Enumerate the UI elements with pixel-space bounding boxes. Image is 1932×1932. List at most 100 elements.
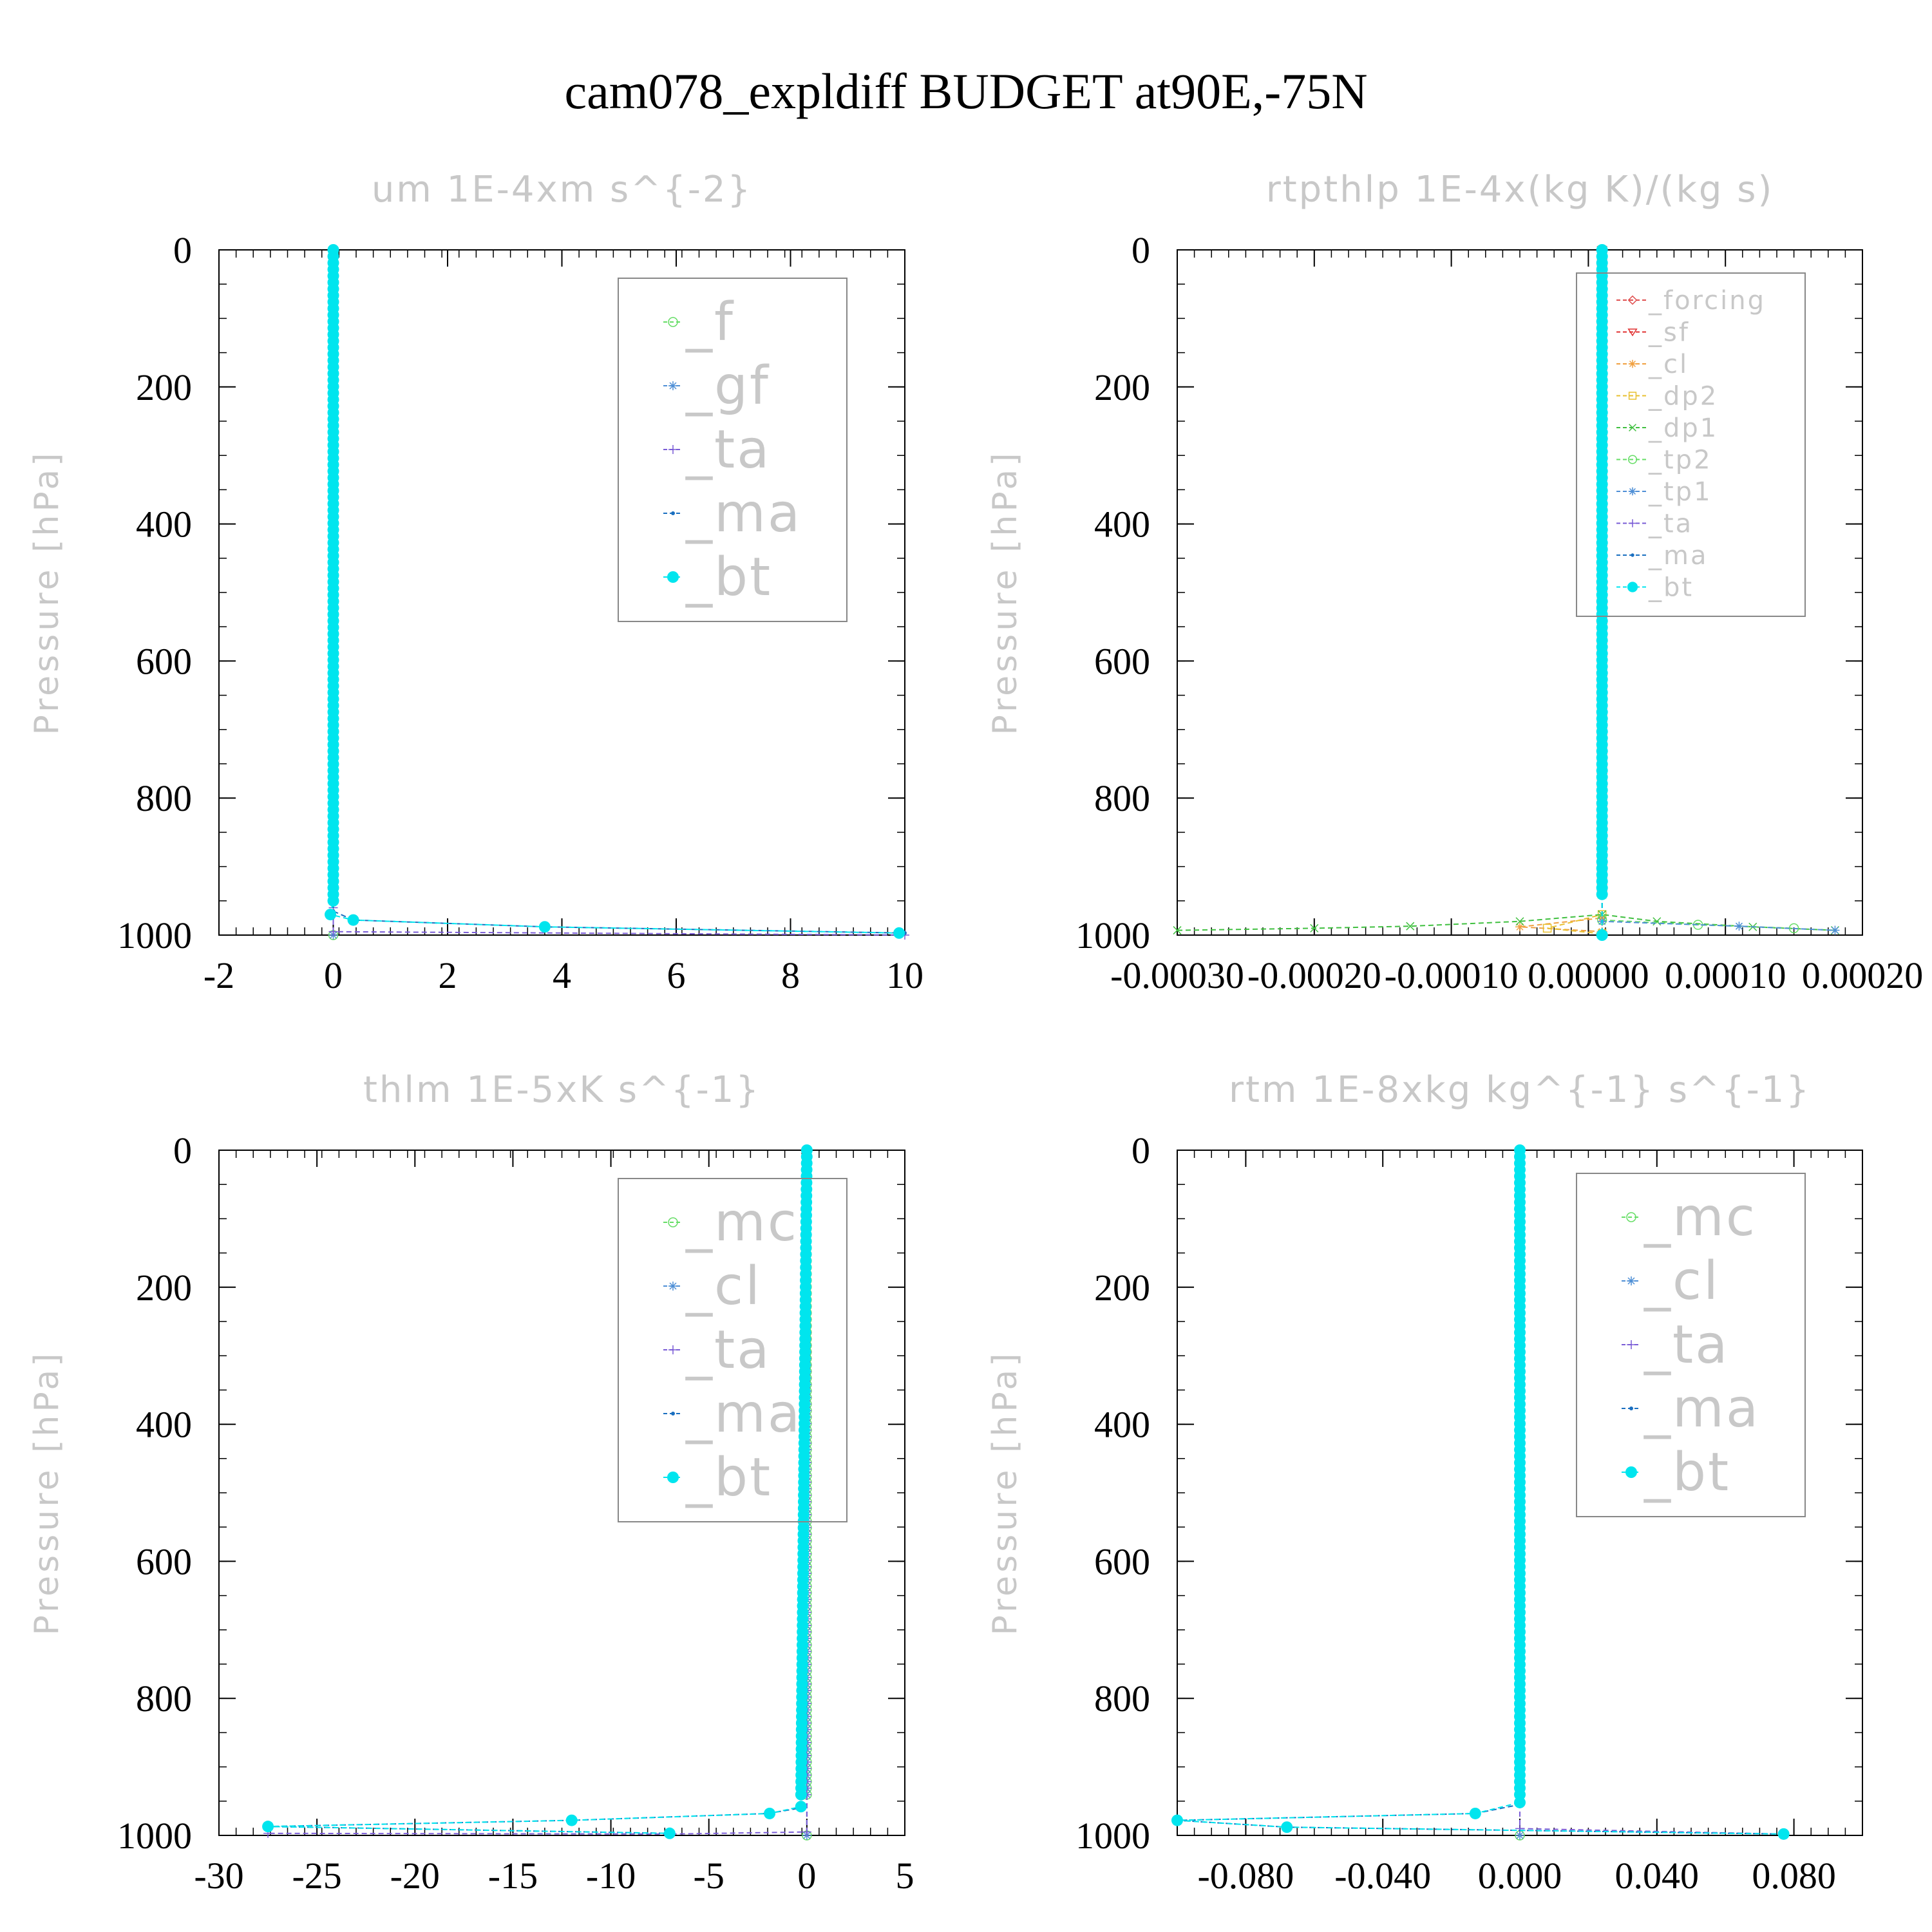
legend-label: _bt bbox=[685, 547, 772, 608]
y-tick-label: 600 bbox=[1094, 640, 1150, 682]
data-point bbox=[1515, 1831, 1524, 1840]
legend-marker bbox=[1627, 1276, 1636, 1285]
series-line bbox=[332, 250, 905, 934]
legend-item-ta: _ta bbox=[663, 419, 771, 480]
legend-label: _ta bbox=[685, 419, 771, 480]
x-tick-label: 0 bbox=[324, 954, 343, 996]
y-tick-label: 600 bbox=[136, 1540, 192, 1582]
data-point bbox=[328, 927, 338, 936]
series-line bbox=[332, 250, 905, 936]
series-ma bbox=[331, 248, 907, 935]
panel-title: um 1E-4xm s^{-2} bbox=[372, 169, 752, 211]
data-point bbox=[795, 1801, 807, 1813]
chart-panel-2: rtpthlp 1E-4x(kg K)/(kg s) Pressure [hPa]… bbox=[986, 169, 1923, 996]
legend-marker bbox=[1628, 487, 1637, 496]
legend-item-ma: _ma bbox=[1616, 541, 1708, 571]
legend-item-bt: _bt bbox=[1616, 573, 1694, 603]
series-dp2 bbox=[1542, 245, 1607, 938]
legend-marker bbox=[1627, 295, 1638, 305]
data-point bbox=[1406, 922, 1415, 931]
legend-label: _cl bbox=[685, 1256, 762, 1317]
legend-item-bt: _bt bbox=[663, 1447, 770, 1508]
legend-marker bbox=[1628, 519, 1637, 527]
legend-label: _gf bbox=[685, 355, 770, 417]
legend-item-bt: _bt bbox=[1622, 1442, 1728, 1503]
y-tick-label: 200 bbox=[1094, 1267, 1150, 1309]
x-tick-label: 2 bbox=[439, 954, 457, 996]
data-point bbox=[1310, 923, 1319, 933]
legend-item-dp1: _dp1 bbox=[1616, 413, 1716, 443]
legend-box bbox=[618, 278, 848, 622]
y-axis-label: Pressure [hPa] bbox=[28, 1350, 66, 1636]
series-bt bbox=[1596, 244, 1608, 941]
x-tick-label: -10 bbox=[586, 1855, 636, 1897]
legend-label: _ma bbox=[1648, 541, 1708, 571]
legend-label: _dp2 bbox=[1648, 382, 1718, 412]
legend-label: _ta bbox=[1643, 1314, 1729, 1376]
legend-label: _f bbox=[685, 292, 735, 353]
data-point bbox=[1596, 888, 1608, 900]
legend-label: _tp2 bbox=[1648, 446, 1712, 475]
legend-marker bbox=[1625, 1466, 1637, 1478]
y-tick-label: 400 bbox=[136, 1404, 192, 1446]
series-line bbox=[1177, 1150, 1784, 1835]
legend-label: _forcing bbox=[1648, 286, 1766, 316]
legend: _mc_cl_ta_ma_bt bbox=[618, 1178, 848, 1522]
series-bt bbox=[325, 244, 905, 939]
legend-marker bbox=[1628, 359, 1637, 368]
legend-item-mc: _mc bbox=[663, 1192, 797, 1253]
y-tick-label: 0 bbox=[173, 229, 192, 271]
data-point bbox=[565, 1814, 578, 1826]
legend-box bbox=[618, 1178, 848, 1522]
series-bt bbox=[1171, 1144, 1790, 1840]
x-tick-label: -30 bbox=[194, 1855, 243, 1897]
x-tick-label: -5 bbox=[694, 1855, 724, 1897]
x-tick-label: -2 bbox=[204, 954, 234, 996]
data-point bbox=[1777, 1828, 1790, 1840]
plot-frame bbox=[1177, 249, 1863, 936]
y-tick-label: 600 bbox=[1094, 1540, 1150, 1582]
legend-marker bbox=[1627, 1340, 1636, 1349]
data-point bbox=[1281, 1821, 1293, 1833]
legend-label: _bt bbox=[1648, 573, 1694, 603]
x-tick-label: 0.000 bbox=[1478, 1855, 1562, 1897]
series-cl bbox=[1515, 245, 1607, 936]
legend-marker bbox=[668, 1217, 678, 1227]
legend-marker bbox=[668, 317, 678, 327]
chart-panel-4: rtm 1E-8xkg kg^{-1} s^{-1} Pressure [hPa]… bbox=[986, 1069, 1863, 1897]
panel-title: thlm 1E-5xK s^{-1} bbox=[363, 1069, 761, 1111]
y-tick-label: 1000 bbox=[1075, 1815, 1150, 1857]
legend: _f_gf_ta_ma_bt bbox=[618, 278, 848, 622]
data-point bbox=[1171, 1814, 1183, 1826]
legend-item-forcing: _forcing bbox=[1616, 286, 1766, 316]
legend-marker bbox=[667, 571, 679, 583]
legend-label: _tp1 bbox=[1648, 477, 1712, 507]
legend-item-ta: _ta bbox=[663, 1320, 769, 1381]
legend-label: _ta bbox=[1648, 509, 1693, 539]
legend-item-ta: _ta bbox=[1616, 509, 1693, 539]
legend-label: _cl bbox=[1643, 1251, 1720, 1312]
data-point bbox=[1515, 917, 1524, 926]
legend-marker bbox=[668, 445, 677, 454]
legend-marker bbox=[1629, 1406, 1633, 1410]
legend-item-mc: _mc bbox=[1622, 1187, 1755, 1248]
y-axis-label: Pressure [hPa] bbox=[28, 450, 66, 735]
x-tick-label: -0.040 bbox=[1334, 1855, 1431, 1897]
plot-frame bbox=[218, 249, 905, 936]
x-tick-label: 0.00020 bbox=[1802, 954, 1924, 996]
data-point bbox=[325, 909, 337, 921]
legend-item-ta: _ta bbox=[1622, 1314, 1729, 1376]
legend-item-sf: _sf bbox=[1616, 318, 1688, 348]
y-tick-label: 1000 bbox=[117, 914, 192, 956]
panel-title: rtpthlp 1E-4x(kg K)/(kg s) bbox=[1266, 169, 1774, 211]
y-tick-label: 400 bbox=[1094, 1404, 1150, 1446]
data-point bbox=[663, 1827, 676, 1839]
legend-marker bbox=[1627, 328, 1638, 337]
x-tick-label: -0.00030 bbox=[1110, 954, 1244, 996]
legend-marker bbox=[1627, 455, 1638, 464]
legend-item-tp2: _tp2 bbox=[1616, 446, 1712, 475]
figure-title: cam078_expldiff BUDGET at90E,-75N bbox=[564, 63, 1367, 119]
x-tick-label: 0.040 bbox=[1615, 1855, 1700, 1897]
y-tick-label: 800 bbox=[1094, 777, 1150, 819]
